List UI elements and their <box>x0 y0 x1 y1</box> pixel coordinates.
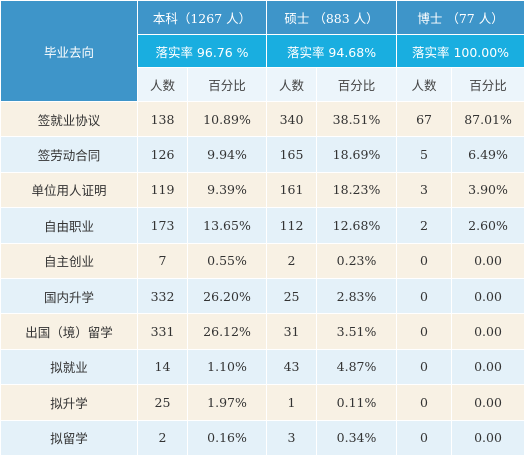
bachelor-count-cell: 7 <box>138 243 188 278</box>
group-header-bachelor: 本科（1267 人） <box>138 1 267 35</box>
doctor-count-cell: 3 <box>397 172 452 207</box>
group-header-doctor: 博士 （77 人） <box>397 1 524 35</box>
bachelor-pct-cell: 1.97% <box>188 385 267 420</box>
bachelor-pct-cell: 0.16% <box>188 420 267 455</box>
bachelor-count-cell: 332 <box>138 278 188 313</box>
bachelor-pct-cell: 10.89% <box>188 102 267 137</box>
doctor-pct-cell: 87.01% <box>452 102 524 137</box>
doctor-pct-cell: 0.00 <box>452 349 524 384</box>
doctor-pct-cell: 0.00 <box>452 385 524 420</box>
master-count-cell: 2 <box>267 243 317 278</box>
master-pct-cell: 18.23% <box>317 172 397 207</box>
master-count-cell: 3 <box>267 420 317 455</box>
group-header-master: 硕士 （883 人） <box>267 1 397 35</box>
master-pct-cell: 4.87% <box>317 349 397 384</box>
doctor-pct-cell: 0.00 <box>452 420 524 455</box>
master-pct-cell: 3.51% <box>317 314 397 349</box>
doctor-count-cell: 0 <box>397 349 452 384</box>
master-count-cell: 165 <box>267 137 317 172</box>
row-label: 拟升学 <box>1 385 138 420</box>
doctor-pct-cell: 0.00 <box>452 314 524 349</box>
doctor-count-cell: 0 <box>397 278 452 313</box>
master-pct-cell: 0.34% <box>317 420 397 455</box>
master-count-cell: 31 <box>267 314 317 349</box>
doctor-pct-cell: 0.00 <box>452 243 524 278</box>
row-label: 拟留学 <box>1 420 138 455</box>
rate-master: 落实率 94.68% <box>267 35 397 68</box>
bachelor-pct-cell: 26.20% <box>188 278 267 313</box>
bachelor-pct-cell: 0.55% <box>188 243 267 278</box>
bachelor-count-cell: 138 <box>138 102 188 137</box>
master-count-cell: 161 <box>267 172 317 207</box>
master-pct-cell: 0.11% <box>317 385 397 420</box>
count-header: 人数 <box>397 68 452 102</box>
doctor-pct-cell: 6.49% <box>452 137 524 172</box>
pct-header: 百分比 <box>452 68 524 102</box>
master-pct-cell: 12.68% <box>317 208 397 243</box>
row-label: 自主创业 <box>1 243 138 278</box>
rate-bachelor: 落实率 96.76 % <box>138 35 267 68</box>
pct-header: 百分比 <box>188 68 267 102</box>
bachelor-count-cell: 331 <box>138 314 188 349</box>
row-label: 自由职业 <box>1 208 138 243</box>
master-pct-cell: 0.23% <box>317 243 397 278</box>
master-count-cell: 43 <box>267 349 317 384</box>
bachelor-pct-cell: 9.39% <box>188 172 267 207</box>
rate-doctor: 落实率 100.00% <box>397 35 524 68</box>
row-label: 签就业协议 <box>1 102 138 137</box>
bachelor-count-cell: 173 <box>138 208 188 243</box>
doctor-pct-cell: 2.60% <box>452 208 524 243</box>
master-count-cell: 1 <box>267 385 317 420</box>
row-label: 签劳动合同 <box>1 137 138 172</box>
bachelor-count-cell: 126 <box>138 137 188 172</box>
bachelor-pct-cell: 1.10% <box>188 349 267 384</box>
bachelor-count-cell: 25 <box>138 385 188 420</box>
master-count-cell: 340 <box>267 102 317 137</box>
bachelor-count-cell: 2 <box>138 420 188 455</box>
row-label-header: 毕业去向 <box>1 1 138 102</box>
row-label: 出国（境）留学 <box>1 314 138 349</box>
count-header: 人数 <box>138 68 188 102</box>
master-count-cell: 25 <box>267 278 317 313</box>
master-pct-cell: 2.83% <box>317 278 397 313</box>
doctor-count-cell: 0 <box>397 243 452 278</box>
row-label: 单位用人证明 <box>1 172 138 207</box>
row-label: 拟就业 <box>1 349 138 384</box>
master-pct-cell: 38.51% <box>317 102 397 137</box>
doctor-count-cell: 2 <box>397 208 452 243</box>
bachelor-pct-cell: 13.65% <box>188 208 267 243</box>
master-pct-cell: 18.69% <box>317 137 397 172</box>
doctor-count-cell: 0 <box>397 314 452 349</box>
doctor-pct-cell: 3.90% <box>452 172 524 207</box>
bachelor-count-cell: 119 <box>138 172 188 207</box>
bachelor-pct-cell: 9.94% <box>188 137 267 172</box>
doctor-count-cell: 67 <box>397 102 452 137</box>
master-count-cell: 112 <box>267 208 317 243</box>
bachelor-count-cell: 14 <box>138 349 188 384</box>
doctor-count-cell: 0 <box>397 420 452 455</box>
count-header: 人数 <box>267 68 317 102</box>
doctor-count-cell: 0 <box>397 385 452 420</box>
bachelor-pct-cell: 26.12% <box>188 314 267 349</box>
row-label: 国内升学 <box>1 278 138 313</box>
doctor-count-cell: 5 <box>397 137 452 172</box>
pct-header: 百分比 <box>317 68 397 102</box>
doctor-pct-cell: 0.00 <box>452 278 524 313</box>
